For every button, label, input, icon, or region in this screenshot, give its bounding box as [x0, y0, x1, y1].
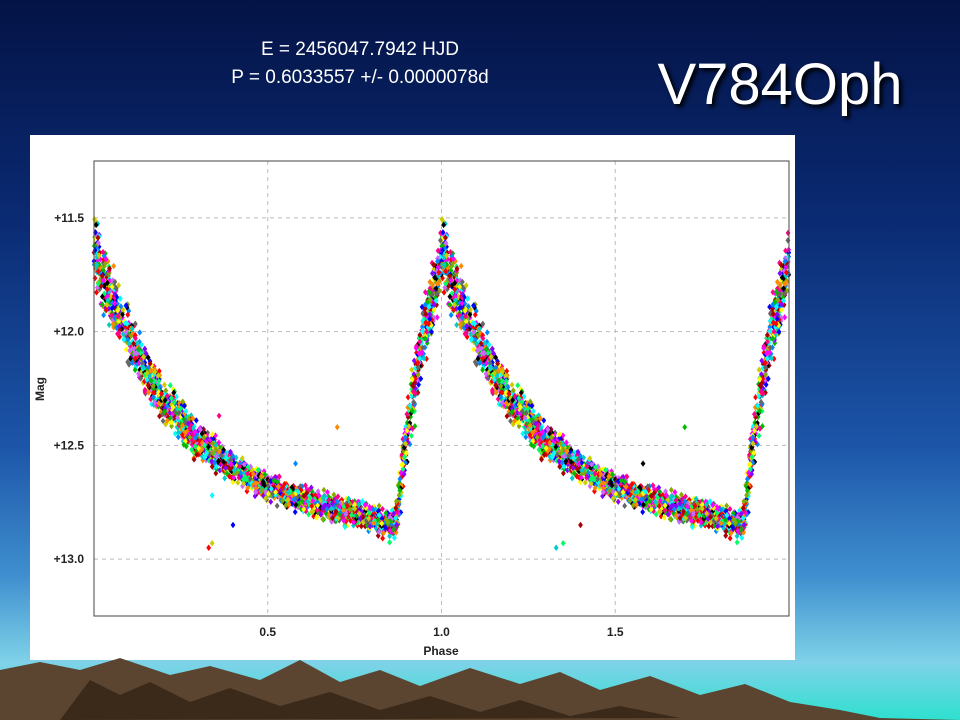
grid-lines — [94, 161, 789, 616]
data-point — [387, 539, 392, 545]
data-point — [235, 479, 240, 485]
data-point — [168, 382, 173, 388]
data-point — [616, 499, 621, 505]
slide-title: V784Oph — [640, 50, 920, 120]
data-point — [137, 329, 142, 335]
data-point — [735, 539, 740, 545]
data-point — [640, 509, 645, 515]
data-point — [111, 263, 116, 269]
plot-frame: 0.5 1.0 1.5 +11.5 +12.0 +12.5 +13.0 Phase Mag — [30, 135, 795, 660]
data-point — [465, 295, 470, 301]
data-point — [515, 382, 520, 388]
slide: E = 2456047.7942 HJD P = 0.6033557 +/- 0… — [0, 0, 960, 720]
data-point — [786, 230, 791, 236]
data-point — [471, 346, 476, 352]
data-point — [459, 263, 464, 269]
data-point — [93, 275, 98, 281]
period-label: P = 0.6033557 +/- 0.0000078d — [150, 66, 570, 90]
data-point — [293, 509, 298, 515]
data-point — [583, 479, 588, 485]
data-point — [786, 237, 791, 243]
data-point — [275, 503, 280, 509]
data-point — [622, 503, 627, 509]
data-point — [485, 329, 490, 335]
data-point — [510, 382, 515, 388]
data-point — [570, 475, 575, 481]
light-curve-chart: 0.5 1.0 1.5+11.5+12.0+12.5+13.0 Phase Mag — [30, 135, 795, 660]
data-point — [380, 535, 385, 541]
data-point — [124, 346, 129, 352]
data-point — [728, 535, 733, 541]
data-point — [162, 382, 167, 388]
data-point — [222, 475, 227, 481]
epoch-label: E = 2456047.7942 HJD — [150, 38, 570, 62]
data-point — [268, 499, 273, 505]
data-point — [118, 295, 123, 301]
